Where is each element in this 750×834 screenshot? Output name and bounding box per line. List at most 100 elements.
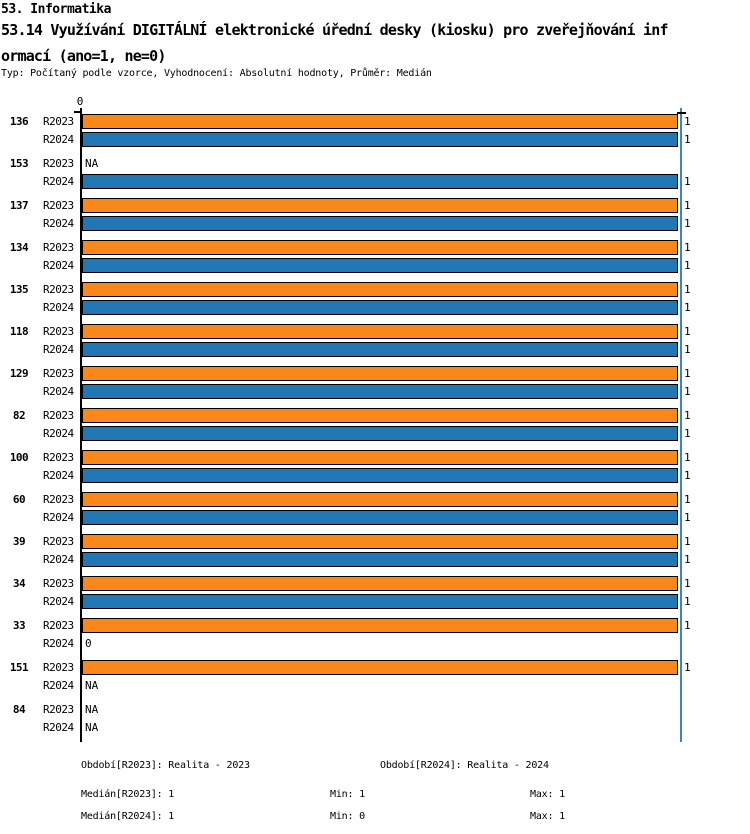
bar-value-label: 1 <box>684 595 691 608</box>
bar-value-label: 1 <box>684 451 691 464</box>
series-row-label: R2023 <box>43 661 74 674</box>
median-r2023-stat: Medián[R2023]: 1 <box>81 789 175 800</box>
bar-value-label: 1 <box>684 553 691 566</box>
category-label: 118 <box>9 325 29 338</box>
bar-value-label: 1 <box>684 469 691 482</box>
bar-value-label: 1 <box>684 259 691 272</box>
period-r2024-label: Období[R2024]: Realita - 2024 <box>380 760 549 771</box>
bar-value-label: 1 <box>684 661 691 674</box>
bar-r2023-60 <box>82 492 678 507</box>
bar-r2023-137 <box>82 198 678 213</box>
bar-r2023-100 <box>82 450 678 465</box>
missing-value-label: NA <box>85 679 99 692</box>
series-row-label: R2024 <box>43 721 74 734</box>
series-row-label: R2023 <box>43 535 74 548</box>
series-row-label: R2024 <box>43 553 74 566</box>
bar-r2024-60 <box>82 510 678 525</box>
bar-value-label: 1 <box>684 115 691 128</box>
series-row-label: R2024 <box>43 217 74 230</box>
bar-value-label: 1 <box>684 301 691 314</box>
series-row-label: R2024 <box>43 511 74 524</box>
category-label: 39 <box>12 535 26 548</box>
bar-r2024-82 <box>82 426 678 441</box>
series-row-label: R2024 <box>43 343 74 356</box>
missing-value-label: NA <box>85 703 99 716</box>
x-axis-zero-tick-label: 0 <box>76 95 84 108</box>
bar-r2023-118 <box>82 324 678 339</box>
indicator-meta: Typ: Počítaný podle vzorce, Vyhodnocení:… <box>1 68 432 79</box>
bar-value-label: 1 <box>684 199 691 212</box>
bar-value-label: 1 <box>684 427 691 440</box>
bar-r2024-135 <box>82 300 678 315</box>
series-row-label: R2023 <box>43 157 74 170</box>
period-r2023-label: Období[R2023]: Realita - 2023 <box>81 760 250 771</box>
series-row-label: R2024 <box>43 637 74 650</box>
series-row-label: R2024 <box>43 259 74 272</box>
min-r2023-stat: Min: 1 <box>330 789 365 800</box>
bar-r2024-134 <box>82 258 678 273</box>
x-axis-zero-tick <box>74 111 80 113</box>
category-label: 60 <box>12 493 26 506</box>
bar-value-label: 1 <box>684 511 691 524</box>
bar-r2023-135 <box>82 282 678 297</box>
max-r2024-stat: Max: 1 <box>530 811 565 822</box>
category-label: 151 <box>9 661 29 674</box>
series-row-label: R2023 <box>43 115 74 128</box>
bar-r2024-129 <box>82 384 678 399</box>
series-row-label: R2023 <box>43 367 74 380</box>
bar-r2023-82 <box>82 408 678 423</box>
max-r2023-stat: Max: 1 <box>530 789 565 800</box>
bar-r2024-39 <box>82 552 678 567</box>
series-row-label: R2024 <box>43 385 74 398</box>
category-label: 129 <box>9 367 29 380</box>
category-label: 153 <box>9 157 29 170</box>
bar-value-label: 1 <box>684 133 691 146</box>
category-label: 134 <box>9 241 29 254</box>
bar-r2024-137 <box>82 216 678 231</box>
category-label: 82 <box>12 409 26 422</box>
series-row-label: R2023 <box>43 199 74 212</box>
bar-value-label: 1 <box>684 325 691 338</box>
median-r2024-stat: Medián[R2024]: 1 <box>81 811 175 822</box>
series-row-label: R2024 <box>43 175 74 188</box>
x-axis-max-tick <box>677 112 686 114</box>
series-row-label: R2024 <box>43 679 74 692</box>
series-row-label: R2024 <box>43 595 74 608</box>
bar-r2023-151 <box>82 660 678 675</box>
series-row-label: R2023 <box>43 451 74 464</box>
bar-r2024-153 <box>82 174 678 189</box>
category-label: 84 <box>12 703 26 716</box>
chapter-title: 53. Informatika <box>1 2 111 17</box>
bar-value-label: 1 <box>684 283 691 296</box>
bar-value-label: 1 <box>684 241 691 254</box>
bar-r2024-34 <box>82 594 678 609</box>
max-value-gridline <box>680 108 682 742</box>
series-row-label: R2023 <box>43 325 74 338</box>
bar-value-label: 1 <box>684 535 691 548</box>
category-label: 136 <box>9 115 29 128</box>
bar-r2023-134 <box>82 240 678 255</box>
bar-r2024-118 <box>82 342 678 357</box>
series-row-label: R2024 <box>43 469 74 482</box>
indicator-title-line1: 53.14 Využívání DIGITÁLNÍ elektronické ú… <box>1 21 669 39</box>
series-row-label: R2023 <box>43 619 74 632</box>
bar-value-label: 1 <box>684 343 691 356</box>
bar-value-label: 1 <box>684 175 691 188</box>
bar-r2023-136 <box>82 114 678 129</box>
category-label: 137 <box>9 199 29 212</box>
category-label: 100 <box>9 451 29 464</box>
bar-r2023-34 <box>82 576 678 591</box>
missing-value-label: NA <box>85 721 99 734</box>
category-label: 34 <box>12 577 26 590</box>
bar-value-label: 1 <box>684 619 691 632</box>
missing-value-label: NA <box>85 157 99 170</box>
bar-value-label: 1 <box>684 409 691 422</box>
bar-value-label: 1 <box>684 367 691 380</box>
series-row-label: R2023 <box>43 493 74 506</box>
min-r2024-stat: Min: 0 <box>330 811 365 822</box>
series-row-label: R2023 <box>43 283 74 296</box>
series-row-label: R2024 <box>43 301 74 314</box>
bar-value-label: 1 <box>684 577 691 590</box>
series-row-label: R2023 <box>43 241 74 254</box>
